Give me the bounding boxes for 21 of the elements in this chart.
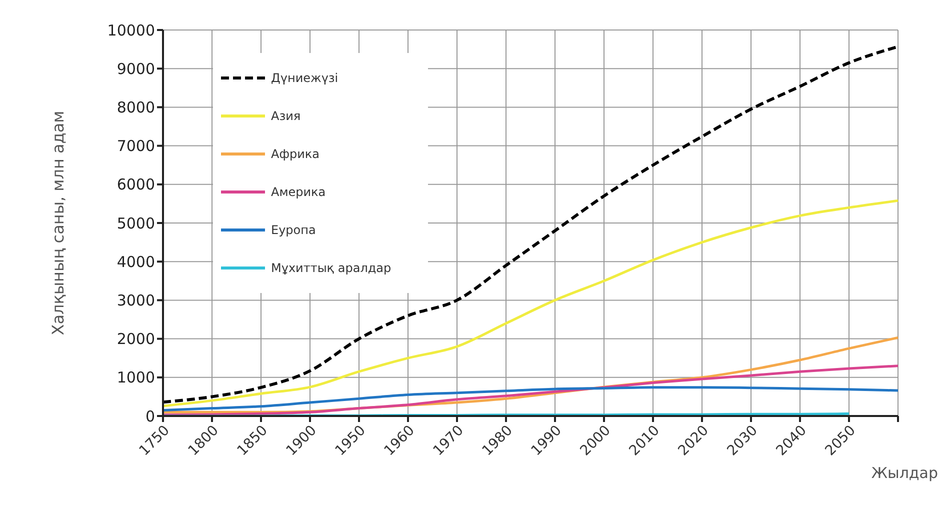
- y-tick-label: 10000: [107, 21, 155, 40]
- y-tick-label: 8000: [116, 98, 155, 117]
- y-tick-label: 9000: [116, 60, 155, 78]
- y-tick-label: 3000: [116, 292, 155, 310]
- legend-label: Мұхиттық аралдар: [271, 261, 392, 275]
- y-tick-label: 0: [145, 407, 155, 426]
- y-tick-label: 4000: [116, 252, 155, 271]
- line-series: [162, 199, 900, 408]
- legend-label: Еуропа: [271, 223, 316, 237]
- legend-label: Африка: [271, 147, 320, 161]
- line-series: [162, 386, 900, 412]
- legend-label: Америка: [271, 185, 326, 199]
- legend-label: Азия: [271, 109, 301, 123]
- x-axis-title: Жылдар: [871, 464, 938, 482]
- y-tick-label: 5000: [116, 214, 155, 232]
- y-tick-label: 7000: [116, 137, 155, 156]
- y-axis-title: Халқының саны, млн адам: [48, 110, 68, 336]
- y-tick-label: 1000: [116, 368, 155, 387]
- y-tick-label: 6000: [116, 176, 155, 194]
- legend-label: Дүниежүзі: [271, 71, 338, 85]
- y-tick-label: 2000: [116, 330, 155, 348]
